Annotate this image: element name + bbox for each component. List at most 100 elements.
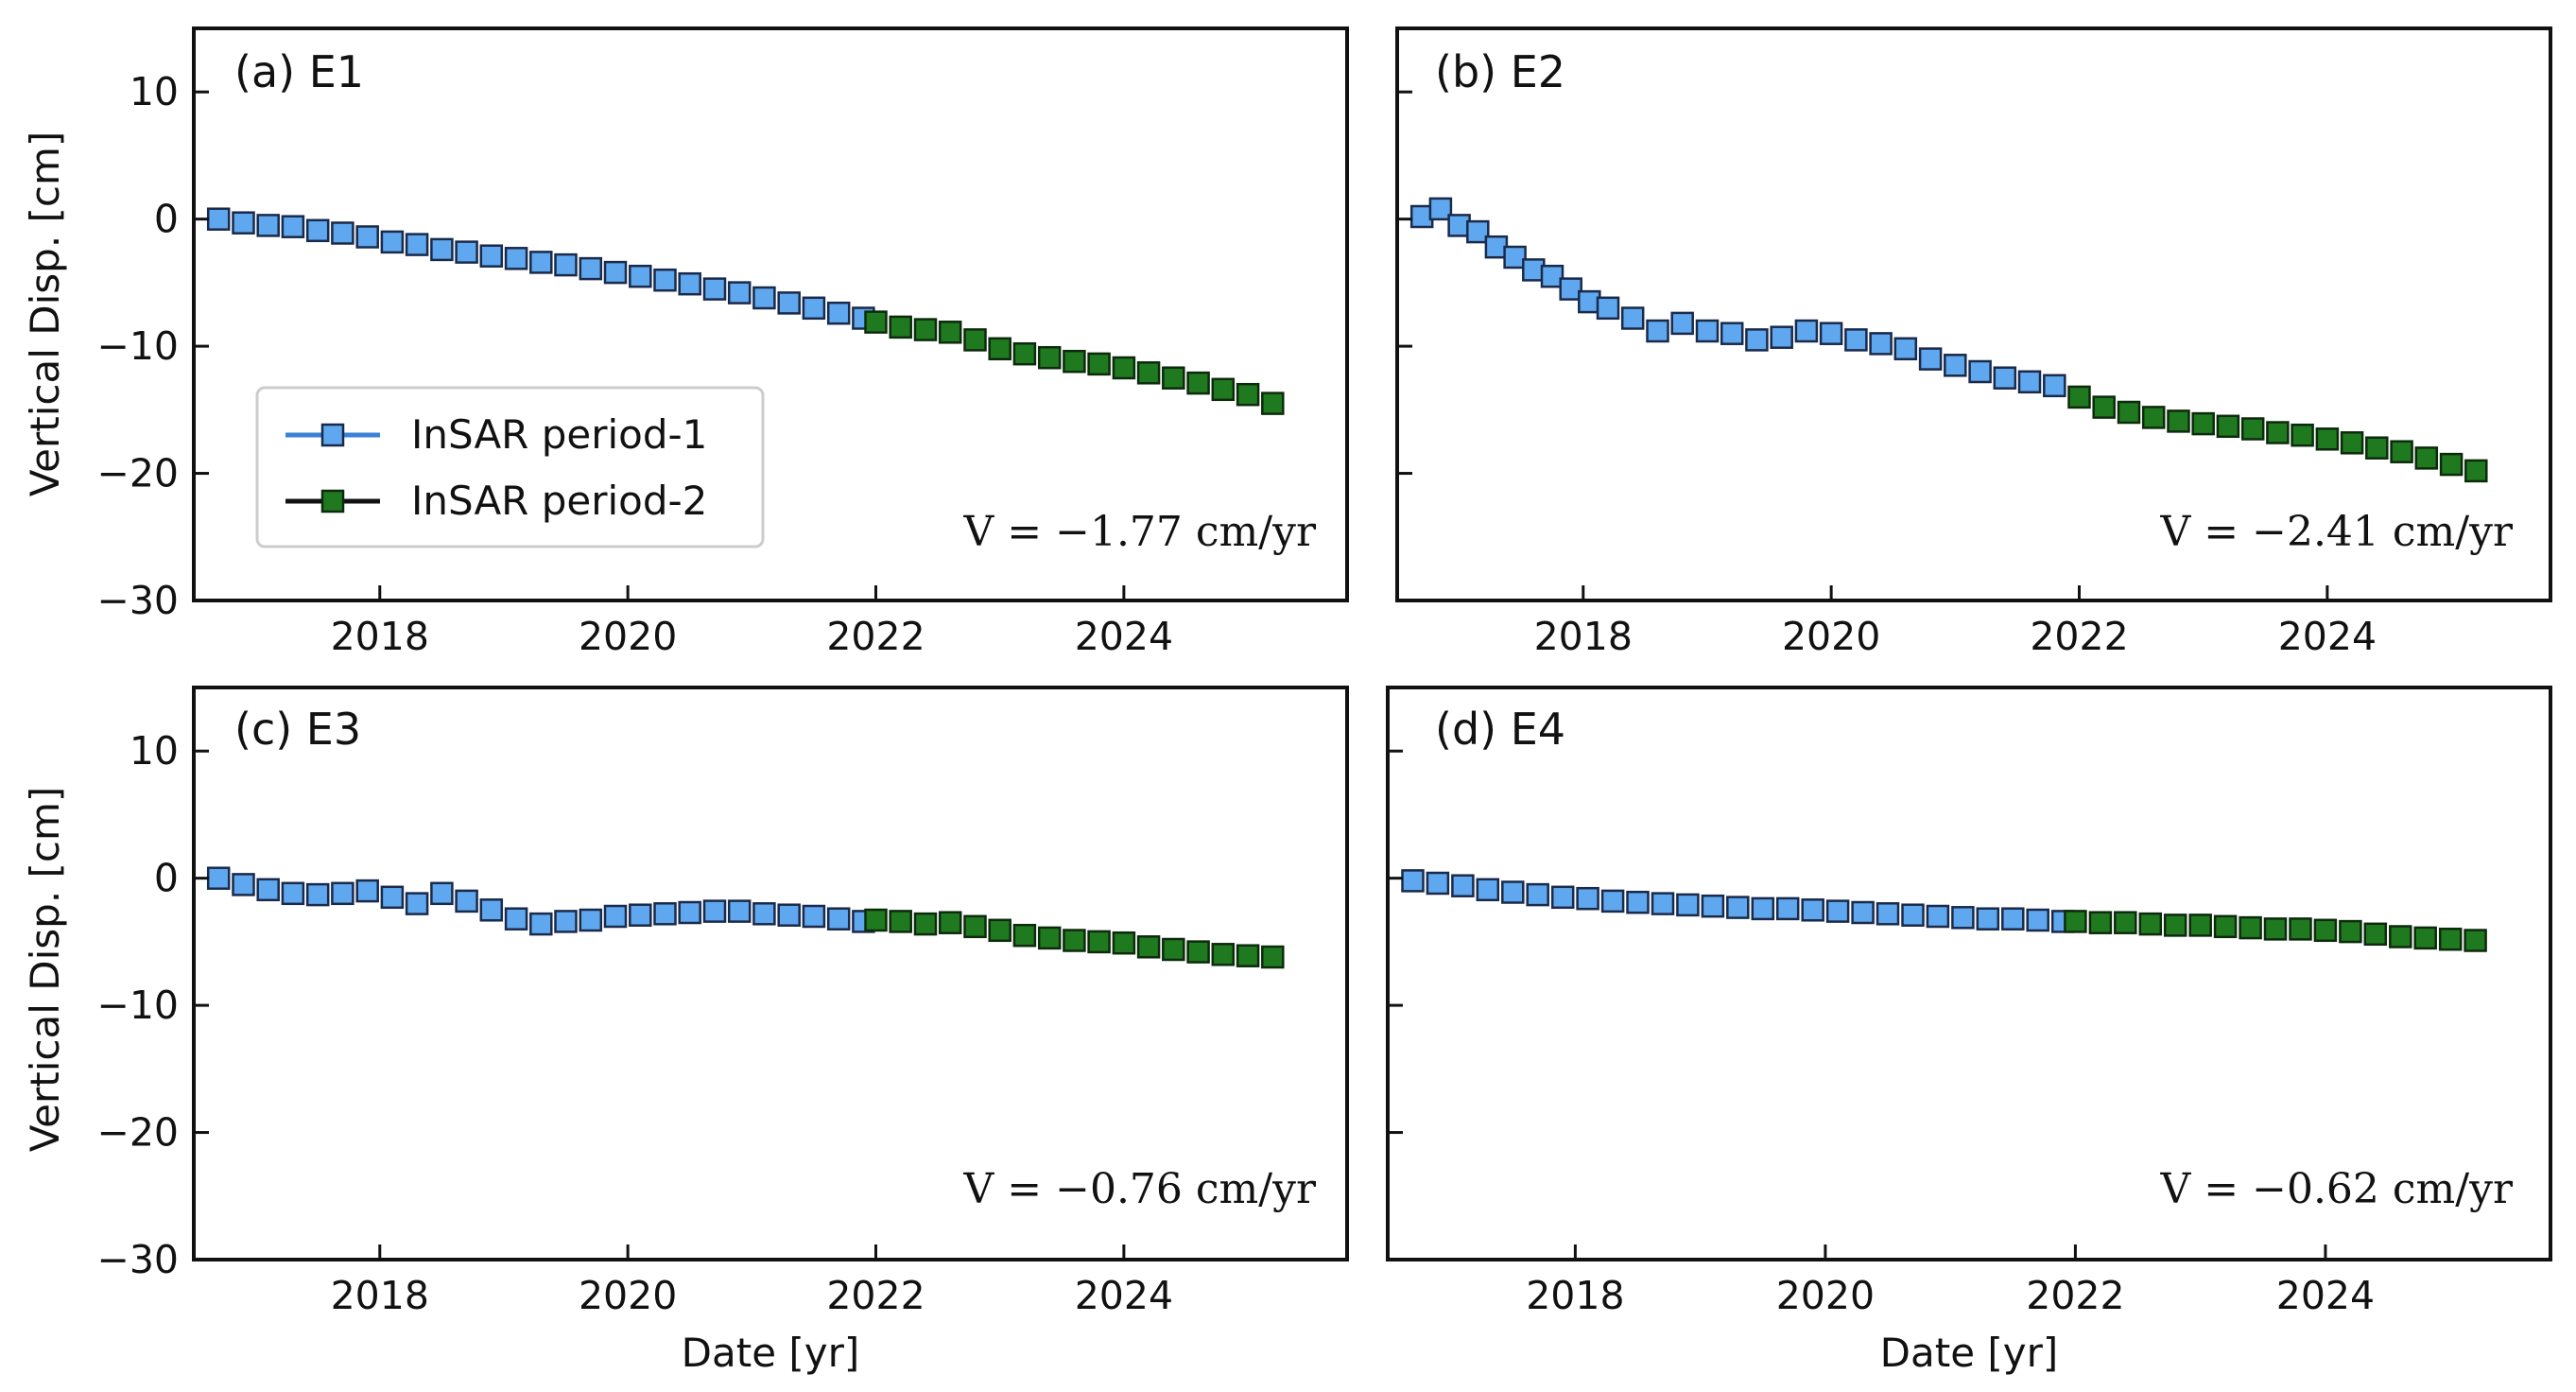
panel-b-point-s2-7 — [2240, 417, 2265, 441]
panel-d-point-s1-9 — [1626, 890, 1650, 914]
panel-a-point-s2-10 — [1112, 356, 1136, 380]
panel-c-point-s1-18 — [653, 902, 677, 926]
panel-b-point-s1-20 — [1844, 328, 1868, 352]
panel-a-point-s1-20 — [702, 277, 727, 301]
panel-b-point-s1-18 — [1794, 319, 1819, 343]
panel-b-point-s1-22 — [1893, 337, 1918, 361]
panel-a-point-s2-16 — [1261, 392, 1285, 415]
panel-b-point-s1-10 — [1596, 296, 1620, 321]
panel-c-point-s2-3 — [938, 911, 962, 934]
panel-c-point-s1-25 — [826, 907, 851, 931]
legend: InSAR period-1 InSAR period-2 — [255, 386, 765, 548]
panel-a-xtick-label: 2024 — [1075, 614, 1173, 659]
panel-a-point-s1-4 — [305, 218, 330, 243]
panel-a-xtick-label: 2018 — [331, 614, 429, 659]
panel-d-point-s2-16 — [2464, 929, 2487, 952]
panel-c-point-s2-8 — [1063, 929, 1086, 952]
panel-d-point-s2-4 — [2163, 914, 2187, 937]
legend-label-period-1: InSAR period-1 — [411, 411, 707, 458]
panel-b-point-s2-6 — [2216, 414, 2240, 439]
panel-a-label: (a) E1 — [234, 46, 364, 97]
panel-b-point-s2-9 — [2291, 423, 2314, 447]
panel-d-point-s2-2 — [2114, 911, 2137, 934]
panel-c-xtick-label: 2018 — [331, 1273, 429, 1318]
panel-b-point-s1-8 — [1559, 277, 1582, 301]
panel-d-point-s2-0 — [2064, 910, 2087, 933]
panel-d-point-s1-20 — [1901, 903, 1925, 927]
panel-a-point-s1-19 — [678, 271, 701, 296]
panel-a-point-s1-9 — [430, 237, 454, 262]
panel-c-point-s1-9 — [430, 881, 454, 906]
panel-b-point-s2-1 — [2092, 395, 2116, 419]
panel-c-point-s2-14 — [1211, 943, 1236, 966]
panel-d-point-s1-15 — [1775, 896, 1800, 921]
panel-b-point-s2-15 — [2439, 452, 2464, 477]
panel-b-point-s2-16 — [2464, 459, 2488, 483]
panel-d-point-s2-3 — [2138, 912, 2163, 936]
panel-d-point-s1-14 — [1751, 896, 1775, 921]
panel-a-point-s1-10 — [455, 240, 478, 264]
panel-a-ticks: 2018 2020 2022 2024 10 0 −10 −20 −30 — [96, 69, 1173, 659]
panel-c-point-s1-11 — [479, 898, 504, 922]
panel-b-xtick-label: 2024 — [2278, 614, 2377, 659]
panel-c-point-s2-6 — [1012, 923, 1037, 948]
panel-d-point-s1-22 — [1951, 906, 1975, 930]
panel-b-point-s2-2 — [2117, 400, 2141, 425]
panel-c-point-s2-1 — [889, 910, 912, 933]
panel-a-point-s1-18 — [653, 268, 677, 292]
panel-d-frame — [1386, 686, 2552, 1262]
panel-a-point-s1-24 — [802, 296, 826, 321]
panel-c-point-s2-10 — [1112, 931, 1136, 955]
panel-b-point-s1-11 — [1620, 306, 1645, 330]
panel-a-point-s1-2 — [256, 214, 280, 237]
panel-b-point-s1-12 — [1646, 319, 1669, 343]
panel-a-point-s1-1 — [232, 211, 255, 235]
panel-c-point-s2-5 — [988, 918, 1011, 943]
panel-d-point-s2-12 — [2363, 922, 2388, 947]
panel-a-ytick-label: −20 — [96, 451, 179, 496]
panel-a-point-s1-25 — [826, 301, 851, 325]
panel-d-points — [1401, 869, 2487, 952]
panel-c-label: (c) E3 — [234, 704, 361, 755]
panel-c-point-s2-15 — [1236, 944, 1260, 967]
panel-d-point-s1-11 — [1676, 893, 1700, 917]
panel-a-ytick-label: −30 — [96, 578, 179, 623]
panel-a-ytick-label: −10 — [96, 323, 179, 369]
panel-d-point-s1-17 — [1825, 899, 1850, 923]
panel-b-point-s1-3 — [1466, 219, 1490, 244]
panel-a-ylabel: Vertical Disp. [cm] — [22, 131, 68, 497]
panel-c-ticks: 2018 2020 2022 2024 10 0 −10 −20 −30 — [96, 728, 1173, 1318]
panel-c-velocity: V = −0.76 cm/yr — [962, 1165, 1316, 1213]
panel-b-point-s1-16 — [1745, 328, 1769, 352]
panel-a-point-s1-13 — [529, 251, 553, 274]
panel-a-point-s1-17 — [629, 264, 652, 288]
panel-a-point-s1-14 — [554, 252, 578, 277]
panel-a-velocity: V = −1.77 cm/yr — [962, 508, 1316, 556]
panel-b-label: (b) E2 — [1435, 46, 1565, 97]
panel-d-point-s1-4 — [1501, 880, 1525, 904]
panel-c-point-s2-0 — [864, 908, 888, 932]
panel-a-ytick-label: 10 — [130, 69, 179, 114]
panel-c-ytick-label: −30 — [96, 1237, 179, 1282]
panel-d: 2018 2020 2022 2024 (d) E4 V = −0.62 cm/yr … — [1386, 686, 2552, 1376]
panel-d-point-s1-25 — [2026, 908, 2049, 932]
panel-b-point-s1-5 — [1503, 245, 1527, 270]
panel-b-point-s1-14 — [1695, 319, 1720, 343]
panel-a-point-s2-4 — [963, 328, 987, 352]
panel-c-xtick-label: 2022 — [826, 1273, 925, 1318]
panel-b-xtick-label: 2020 — [1782, 614, 1880, 659]
panel-b-points — [1409, 197, 2488, 483]
panel-c-point-s2-11 — [1136, 935, 1161, 959]
panel-d-xtick-label: 2024 — [2276, 1273, 2375, 1318]
panel-b-point-s1-26 — [1993, 366, 2017, 390]
panel-a-point-s1-3 — [281, 215, 305, 238]
panel-b-ticks: 2018 2020 2022 2024 — [1397, 90, 2377, 659]
panel-a-points — [206, 207, 1285, 415]
panel-c-point-s1-15 — [579, 908, 603, 932]
panel-c-point-s2-7 — [1037, 926, 1062, 950]
panel-b-point-s1-24 — [1944, 354, 1967, 377]
panel-d-xtick-label: 2018 — [1526, 1273, 1624, 1318]
panel-c-point-s1-12 — [504, 907, 528, 931]
panel-a-point-s2-12 — [1162, 366, 1185, 390]
panel-d-point-s2-10 — [2313, 918, 2338, 943]
